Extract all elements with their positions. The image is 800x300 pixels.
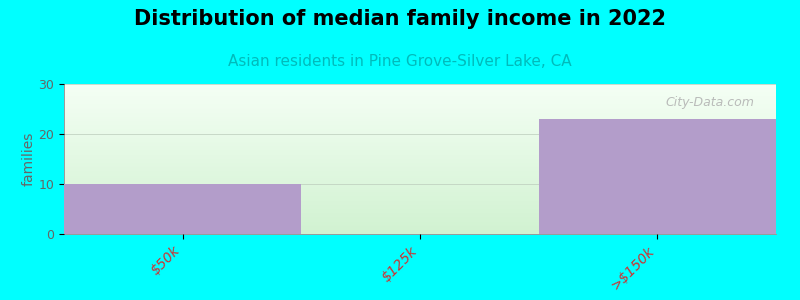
- Text: Asian residents in Pine Grove-Silver Lake, CA: Asian residents in Pine Grove-Silver Lak…: [228, 54, 572, 69]
- Text: Distribution of median family income in 2022: Distribution of median family income in …: [134, 9, 666, 29]
- Bar: [538, 119, 776, 234]
- Text: City-Data.com: City-Data.com: [666, 96, 754, 109]
- Bar: [64, 184, 302, 234]
- Y-axis label: families: families: [22, 132, 36, 186]
